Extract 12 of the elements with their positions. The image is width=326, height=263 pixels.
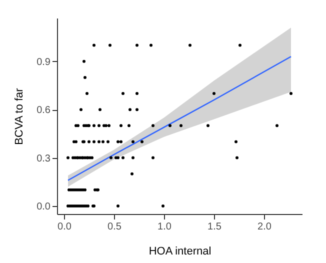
x-axis-title: HOA internal — [148, 246, 212, 258]
line-series — [67, 56, 292, 181]
x-tick-label: 1.0 — [158, 222, 172, 232]
y-tick-label: 0.9 — [36, 56, 51, 68]
y-tick-label: 0.3 — [36, 153, 51, 164]
x-tick-label: 0.5 — [108, 222, 122, 232]
x-tick-label: 1.5 — [208, 222, 222, 232]
y-tick-label: 0.0 — [36, 201, 51, 212]
y-tick-label: 0.6 — [36, 105, 51, 116]
x-tick-label: 2.0 — [258, 222, 272, 232]
x-tick-label: 0.0 — [58, 222, 72, 232]
y-axis-title: BCVA to far — [14, 88, 26, 145]
